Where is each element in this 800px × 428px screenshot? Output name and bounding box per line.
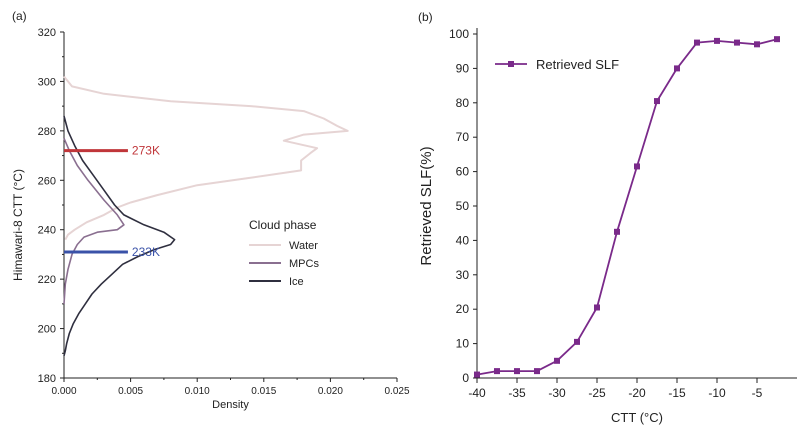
panel-b-label: (b) [418, 10, 433, 24]
panel-a-y-tick-label: 280 [38, 126, 56, 138]
panel-b-data-point [754, 41, 760, 48]
panel-b-series-line [476, 38, 778, 376]
panel-a-series-line-water [63, 75, 349, 241]
panel-b-data-point [534, 368, 540, 375]
panel-b-y-tick-label: 80 [456, 96, 470, 110]
panel-a-y-tick-label: 220 [38, 274, 56, 286]
panel-a-x-tick-label: 0.015 [251, 386, 276, 397]
panel-b-x-tick-label: -40 [468, 386, 486, 400]
panel-b-x-axis-label: CTT (°C) [611, 410, 663, 425]
panel-b-data-point [694, 39, 700, 46]
panel-b-y-axis-label: Retrieved SLF(%) [418, 146, 435, 265]
panel-a-y-tick-label: 300 [38, 76, 56, 88]
panel-b-data-point [634, 163, 640, 170]
panel-b-y-tick-label: 90 [456, 61, 470, 75]
panel-b-data-point [594, 304, 600, 311]
panel-a-y-tick-label: 260 [38, 175, 56, 187]
panel-a-legend-label: Ice [289, 276, 304, 288]
panel-a-x-tick-label: 0.020 [318, 386, 343, 397]
panel-a-legend-title: Cloud phase [249, 218, 317, 232]
panel-b-x-tick-label: -30 [548, 386, 566, 400]
panel-b-y-tick-label: 70 [456, 130, 470, 144]
panel-a-series-line-mpcs [63, 137, 125, 304]
panel-a-x-tick-label: 0.010 [185, 386, 210, 397]
panel-a-y-tick-label: 200 [38, 324, 56, 336]
panel-b-data-point [774, 36, 780, 43]
panel-a-x-tick-label: 0.005 [118, 386, 143, 397]
panel-b-data-point [574, 338, 580, 345]
panel-b-legend-label: Retrieved SLF [536, 57, 619, 72]
panel-b-y-tick-label: 40 [456, 233, 470, 247]
panel-a-y-tick-label: 240 [38, 225, 56, 237]
panel-b-y-tick-label: 20 [456, 302, 470, 316]
panel-b-data-point [494, 368, 500, 375]
panel-b-x-tick-label: -5 [752, 386, 763, 400]
panel-a-legend-label: MPCs [289, 258, 319, 270]
panel-b-data-point [554, 357, 560, 364]
panel-b-y-tick-label: 50 [456, 199, 470, 213]
panel-a-x-tick-label: 0.000 [51, 386, 76, 397]
panel-a-legend-label: Water [289, 240, 318, 252]
panel-a-x-tick-label: 0.025 [384, 386, 409, 397]
panel-b-data-point [614, 228, 620, 235]
panel-b-y-tick-label: 30 [456, 268, 470, 282]
panel-b-y-tick-label: 60 [456, 165, 470, 179]
panel-a-series-line-ice [63, 115, 176, 357]
panel-a-reference-label: 273K [132, 144, 160, 158]
panel-b-legend-swatch-marker [508, 61, 514, 67]
panel-b-data-point [674, 65, 680, 72]
panel-a-reference-label: 233K [132, 245, 160, 259]
panel-b-x-tick-label: -35 [508, 386, 526, 400]
panel-b-x-tick-label: -10 [708, 386, 726, 400]
panel-b-x-tick-label: -25 [588, 386, 606, 400]
panel-b-x-tick-label: -15 [668, 386, 686, 400]
panel-a-y-tick-label: 180 [38, 373, 56, 385]
panel-b-data-point [734, 39, 740, 46]
panel-a-y-axis-label: Himawari-8 CTT (°C) [11, 169, 25, 281]
panel-a-x-axis-label: Density [212, 399, 249, 411]
panel-b-y-tick-label: 100 [449, 27, 469, 41]
panel-b-x-tick-label: -20 [628, 386, 646, 400]
panel-a-label: (a) [12, 9, 27, 23]
panel-b-data-point [514, 368, 520, 375]
panel-b-data-point [714, 37, 720, 44]
panel-b-data-point [654, 98, 660, 105]
panel-a-y-tick-label: 320 [38, 27, 56, 39]
panel-b-data-point [474, 371, 480, 378]
panel-b-y-tick-label: 0 [462, 371, 469, 385]
panel-b-y-tick-label: 10 [456, 337, 470, 351]
